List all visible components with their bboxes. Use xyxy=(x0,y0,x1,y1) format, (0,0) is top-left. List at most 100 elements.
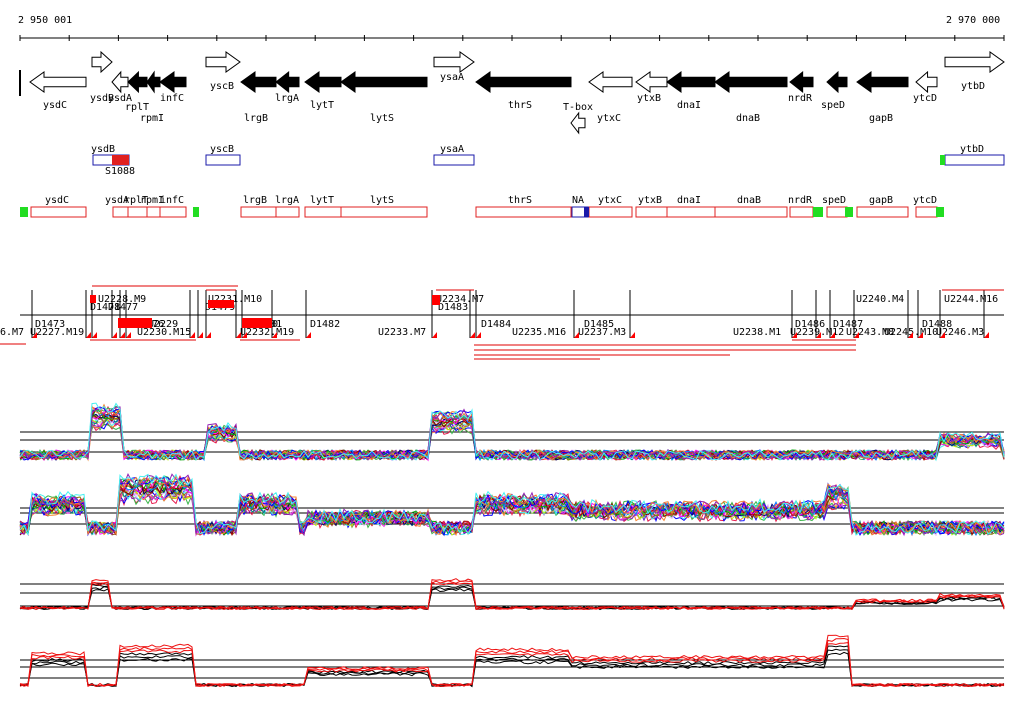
breakpoint-marker xyxy=(198,332,203,338)
expression-profile-line xyxy=(19,642,1005,687)
gene-label: ysaA xyxy=(440,72,464,83)
minus-strand-box[interactable] xyxy=(475,206,572,218)
plus-track-label: yscB xyxy=(210,144,234,155)
gene-arrow[interactable] xyxy=(789,70,814,94)
gene-arrow[interactable] xyxy=(146,70,161,94)
segment-block xyxy=(208,300,234,308)
minus-strand-box[interactable] xyxy=(240,206,277,218)
gene-arrow[interactable] xyxy=(475,71,572,93)
breakpoint-marker xyxy=(126,332,131,338)
segment-label: U2238.M1 xyxy=(733,327,781,338)
gene-arrow[interactable] xyxy=(340,71,428,93)
expression-profile-line xyxy=(19,478,1005,537)
minus-strand-box[interactable] xyxy=(588,206,633,218)
gene-arrow[interactable] xyxy=(915,70,938,94)
segmentation-track: U2228.M9D1478D1477U2231.M10D1479U2234.M7… xyxy=(0,285,1004,360)
gene-arrow[interactable] xyxy=(570,111,586,135)
minus-strand-box[interactable] xyxy=(275,206,300,218)
segment-label: U2240.M4 xyxy=(856,294,904,305)
breakpoint-marker xyxy=(984,332,989,338)
minus-strand-box[interactable] xyxy=(856,206,909,218)
gene-arrow[interactable] xyxy=(275,70,300,94)
gene-label: rplT xyxy=(125,102,149,113)
breakpoint-marker xyxy=(242,332,247,338)
minus-strand-box[interactable] xyxy=(340,206,428,218)
plus-strand-box[interactable] xyxy=(944,154,1005,166)
gene-arrow[interactable] xyxy=(714,71,788,93)
gene-arrow[interactable] xyxy=(304,71,342,93)
segment-label: U2231.M10 xyxy=(208,294,262,305)
coordinate-ruler: 2 950 001 2 970 000 xyxy=(18,15,1005,41)
expression-profiles-minus-strand xyxy=(19,473,1005,537)
minus-track-label: ytxB xyxy=(638,195,662,206)
segment-label: U2234.M7 xyxy=(436,294,484,305)
plus-strand-box[interactable] xyxy=(433,154,475,166)
end-coordinate: 2 970 000 xyxy=(946,15,1000,26)
minus-strand-box[interactable] xyxy=(112,206,129,218)
box-fill-mark xyxy=(845,207,853,217)
segment-label: U2244.M16 xyxy=(944,294,998,305)
segment-label: U2245.M10 xyxy=(884,327,938,338)
minus-strand-box[interactable] xyxy=(146,206,161,218)
expression-profile-line xyxy=(19,645,1005,688)
gene-label: dnaI xyxy=(677,100,701,111)
expression-profile-line xyxy=(19,402,1005,461)
minus-strand-box[interactable] xyxy=(127,206,148,218)
gene-arrow[interactable] xyxy=(127,70,148,94)
segment-label: U2237.M3 xyxy=(578,327,626,338)
gene-arrow[interactable] xyxy=(29,71,87,93)
segment-label: U2228.M9 xyxy=(98,294,146,305)
gene-label: ytcD xyxy=(913,93,937,104)
segment-label: D1473 xyxy=(35,319,65,330)
expression-profile-line xyxy=(20,651,1005,688)
gene-label: ysdB xyxy=(90,93,114,104)
breakpoint-marker xyxy=(630,332,635,338)
gene-arrow[interactable] xyxy=(944,51,1005,73)
expression-profile-line xyxy=(19,580,1005,611)
plus-strand-box-track: ysdB S1088 yscB ysaA ytbD xyxy=(91,144,1005,177)
plus-strand-box[interactable] xyxy=(205,154,241,166)
minus-strand-box[interactable] xyxy=(635,206,668,218)
breakpoint-marker xyxy=(854,332,859,338)
gene-arrow[interactable] xyxy=(433,51,475,73)
gene-arrow[interactable] xyxy=(666,71,716,93)
gene-label: nrdR xyxy=(788,93,813,104)
minus-track-label: thrS xyxy=(508,195,532,206)
gene-arrow[interactable] xyxy=(205,51,241,73)
gene-label: ytxB xyxy=(637,93,661,104)
minus-strand-box[interactable] xyxy=(159,206,187,218)
expression-profile-line xyxy=(19,578,1005,611)
segment-label: D1478 xyxy=(90,302,120,313)
minus-strand-box[interactable] xyxy=(789,206,814,218)
minus-strand-box[interactable] xyxy=(826,206,848,218)
breakpoint-marker xyxy=(574,332,579,338)
plus-track-label: S1088 xyxy=(105,166,135,177)
gene-arrow[interactable] xyxy=(240,71,277,93)
expression-profile-line xyxy=(19,403,1005,461)
gene-arrow[interactable] xyxy=(635,71,668,93)
minus-strand-box[interactable] xyxy=(30,206,87,218)
gene-arrow[interactable] xyxy=(111,70,129,94)
segment-label: D1484 xyxy=(481,319,511,330)
gene-label: lytS xyxy=(370,113,394,124)
breakpoint-marker xyxy=(470,332,475,338)
minus-strand-box[interactable] xyxy=(304,206,342,218)
gene-arrow[interactable] xyxy=(91,50,113,74)
gene-label: ytbD xyxy=(961,81,985,92)
breakpoint-marker xyxy=(306,332,311,338)
segment-label: U2235.M16 xyxy=(512,327,566,338)
box-fill-mark xyxy=(940,155,945,165)
segment-label: U2229 xyxy=(148,319,178,330)
minus-track-label: infC xyxy=(160,195,184,206)
minus-strand-box[interactable] xyxy=(714,206,788,218)
minus-track-label: ysdA xyxy=(105,195,129,206)
gene-arrow[interactable] xyxy=(159,71,187,93)
segment-label: U2246.M3 xyxy=(936,327,984,338)
gene-arrow[interactable] xyxy=(826,70,848,94)
gene-arrow[interactable] xyxy=(856,71,909,93)
minus-strand-box[interactable] xyxy=(915,206,938,218)
minus-strand-box[interactable] xyxy=(666,206,716,218)
gene-arrow[interactable] xyxy=(588,71,633,93)
breakpoint-marker xyxy=(940,332,945,338)
